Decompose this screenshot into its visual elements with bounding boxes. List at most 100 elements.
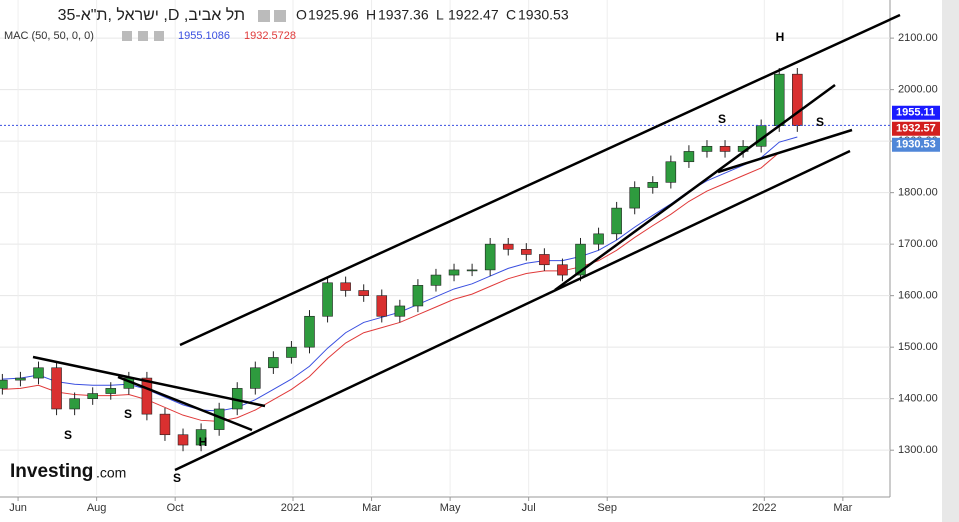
candle-body xyxy=(322,282,333,317)
x-tick-label: May xyxy=(440,502,461,514)
pattern-label: S xyxy=(718,112,726,126)
candle-body xyxy=(15,377,26,381)
candle-body xyxy=(51,367,62,410)
candle-body xyxy=(159,413,171,436)
candle-body xyxy=(33,367,44,379)
y-tick-label: 1300.00 xyxy=(898,444,938,456)
candle-body xyxy=(250,367,261,389)
candle-body xyxy=(647,182,659,188)
candle-body xyxy=(358,290,369,296)
y-tick-label: 1400.00 xyxy=(898,393,938,405)
candle-body xyxy=(340,282,351,291)
ohlc-value: 1922.47 xyxy=(448,7,499,23)
trend-line xyxy=(717,128,853,174)
overlay: S S H S S H S xyxy=(32,13,901,485)
ohlc-value: 1937.36 xyxy=(378,7,429,23)
indicator-value: 1955.1086 xyxy=(178,30,230,42)
candle-body xyxy=(719,145,731,152)
price-tag-label: 1932.57 xyxy=(896,123,936,135)
trend-line xyxy=(554,83,836,292)
trend-line xyxy=(174,149,851,472)
x-tick-label: 2021 xyxy=(281,502,305,514)
ohlc-value: 1930.53 xyxy=(518,7,569,23)
trend-line xyxy=(32,355,266,408)
x-tick-label: Aug xyxy=(87,502,107,514)
pattern-label: S xyxy=(64,428,72,442)
indicator-label: MAC (50, 50, 0, 0) xyxy=(4,30,94,42)
x-tick-label: Jun xyxy=(9,502,27,514)
candle-body xyxy=(412,285,424,307)
candle-body xyxy=(773,73,785,126)
pattern-label: S xyxy=(816,115,824,129)
ohlc-label: O xyxy=(296,7,307,23)
price-tag-label: 1955.11 xyxy=(896,107,935,119)
candle-body xyxy=(466,269,478,272)
x-tick-label: Mar xyxy=(362,502,381,514)
candle-body xyxy=(0,379,8,389)
candle-body xyxy=(195,429,207,446)
logo-suffix: .com xyxy=(96,465,126,481)
candle-body xyxy=(792,73,803,126)
y-tick-label: 1500.00 xyxy=(898,341,938,353)
trend-line xyxy=(117,375,253,432)
logo: Investing xyxy=(10,461,93,482)
candle-body xyxy=(141,377,153,415)
plot xyxy=(0,0,890,495)
icon xyxy=(122,31,132,41)
pattern-label: H xyxy=(776,30,785,44)
candle-body xyxy=(665,161,677,183)
candle-body xyxy=(611,207,622,235)
candle-body xyxy=(701,145,713,152)
candle-body xyxy=(575,243,586,276)
candle-body xyxy=(593,233,604,245)
x-tick-label: Oct xyxy=(167,502,184,514)
scrollbar[interactable] xyxy=(942,0,959,522)
y-tick-label: 1600.00 xyxy=(898,290,938,302)
y-tick-label: 1800.00 xyxy=(898,187,938,199)
icon xyxy=(154,31,164,41)
x-tick-label: Sep xyxy=(597,502,617,514)
ohlc-label: C xyxy=(506,7,516,23)
candle-body xyxy=(177,434,189,446)
candle-body xyxy=(87,393,98,399)
candle-body xyxy=(394,305,406,317)
price-tag xyxy=(892,137,940,152)
ohlc-label: L xyxy=(436,7,444,23)
y-tick-label: 2100.00 xyxy=(898,32,938,44)
pattern-label: S xyxy=(173,471,181,485)
indicator-value: 1932.5728 xyxy=(244,30,296,42)
ohlc-label: H xyxy=(366,7,376,23)
candle-body xyxy=(286,346,297,358)
price-tag xyxy=(892,121,940,136)
candle-body xyxy=(69,398,80,410)
pattern-label: H xyxy=(199,435,208,449)
candle-body xyxy=(430,274,442,286)
price-tag xyxy=(892,105,940,120)
candle-body xyxy=(557,264,568,276)
y-tick-label: 2000.00 xyxy=(898,84,938,96)
x-tick-label: Jul xyxy=(522,502,536,514)
candle-body xyxy=(304,315,315,348)
candle-body xyxy=(683,151,695,163)
x-tick-label: 2022 xyxy=(752,502,776,514)
candle-body xyxy=(539,254,550,266)
pattern-label: S xyxy=(124,407,132,421)
candle-body xyxy=(268,357,279,369)
candle-body xyxy=(448,269,460,276)
icon xyxy=(258,10,270,22)
x-tick-label: Mar xyxy=(833,502,852,514)
y-tick-label: 1700.00 xyxy=(898,238,938,250)
candle-body xyxy=(502,243,514,250)
trend-line xyxy=(179,13,901,347)
candle-body xyxy=(521,249,532,255)
candle-body xyxy=(629,187,640,209)
icon xyxy=(274,10,286,22)
ohlc-value: 1925.96 xyxy=(308,7,359,23)
price-tag-label: 1930.53 xyxy=(896,139,936,151)
candle-body xyxy=(376,295,388,317)
icon xyxy=(138,31,148,41)
candle-body xyxy=(105,388,117,394)
instrument-name: ישראל ,ת"א-35 ,D ,תל אביב xyxy=(58,6,245,24)
